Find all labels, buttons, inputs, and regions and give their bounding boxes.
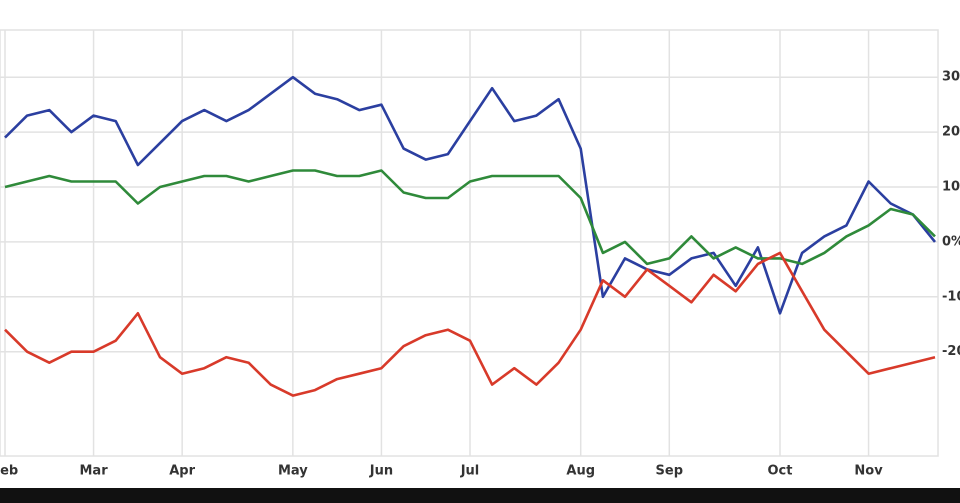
y-tick-label: -10% xyxy=(942,289,960,304)
x-tick-label: Mar xyxy=(80,464,109,479)
y-tick-label: 20% xyxy=(942,125,960,140)
x-tick-label: Jun xyxy=(369,464,393,479)
x-tick-label: Apr xyxy=(169,464,195,479)
y-tick-label: -20% xyxy=(942,344,960,359)
y-tick-label: 10% xyxy=(942,180,960,195)
x-tick-label: Oct xyxy=(768,464,793,479)
x-tick-label: May xyxy=(278,464,308,479)
x-tick-label: Sep xyxy=(656,464,684,479)
bottom-bar xyxy=(0,488,960,503)
plot-frame xyxy=(0,29,939,457)
y-tick-label: 30% xyxy=(942,70,960,85)
series-line xyxy=(4,75,937,315)
x-tick-label: Aug xyxy=(566,464,595,479)
x-tick-label: Feb xyxy=(0,464,18,479)
x-tick-label: Jul xyxy=(460,464,480,479)
series-line xyxy=(4,251,936,397)
y-tick-label: 0% xyxy=(942,234,960,249)
x-tick-label: Nov xyxy=(854,464,883,479)
series-line xyxy=(4,169,936,266)
